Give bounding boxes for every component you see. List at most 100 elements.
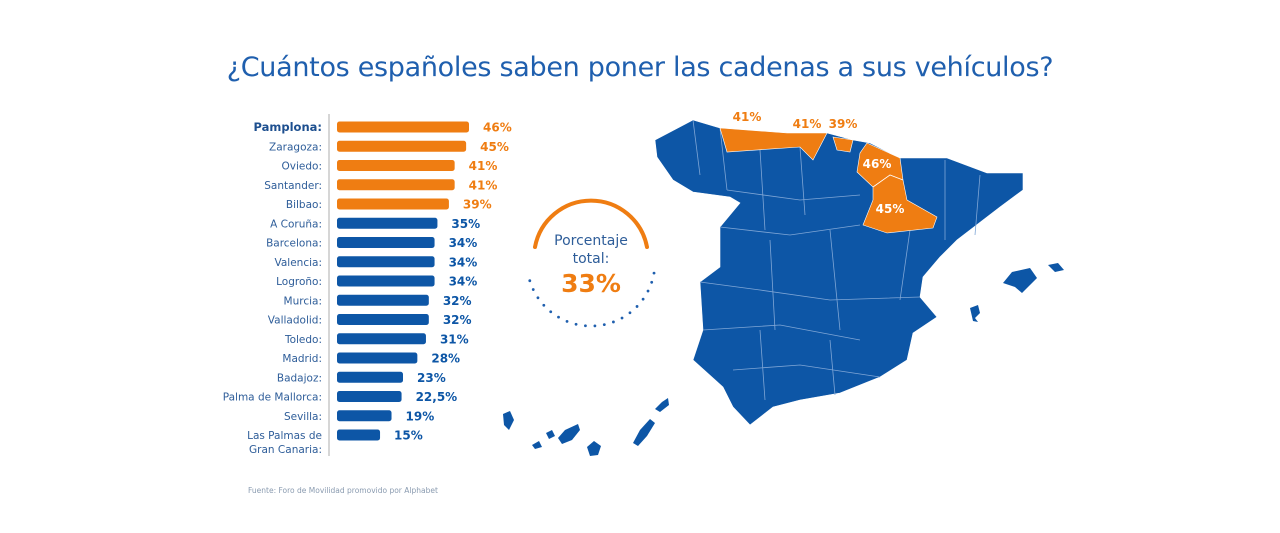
- island-tenerife: [558, 424, 580, 444]
- map-label-santander: 41%: [793, 117, 822, 131]
- category-label: Badajoz:: [277, 372, 322, 384]
- map-label-zaragoza: 45%: [876, 202, 905, 216]
- province-borders: [692, 119, 981, 401]
- category-label: Murcia:: [284, 295, 322, 307]
- category-label: Valladolid:: [268, 315, 322, 327]
- category-label: Palma de Mallorca:: [223, 392, 322, 404]
- bar-chart: 46% Pamplona: 45% Zaragoza: 41% Oviedo: 41% San…: [223, 120, 512, 456]
- bar: [337, 121, 469, 133]
- bar-value-label: 45%: [480, 140, 509, 154]
- island-lanzarote: [655, 398, 669, 412]
- bar-value-label: 23%: [417, 371, 446, 385]
- category-label: Sevilla:: [284, 411, 322, 423]
- gauge-dots: [528, 271, 656, 328]
- gauge-dot: [650, 280, 654, 284]
- bar-value-label: 19%: [406, 409, 435, 423]
- bar: [337, 237, 435, 248]
- bar: [337, 410, 392, 422]
- gauge-dot: [652, 271, 656, 275]
- bar-value-label: 31%: [440, 332, 469, 346]
- bar-value-label: 32%: [443, 294, 472, 308]
- island-la-palma: [503, 411, 514, 430]
- gauge-dot: [584, 324, 587, 328]
- bar: [337, 198, 449, 210]
- gauge-dot: [531, 288, 535, 291]
- category-label: Zaragoza:: [269, 141, 322, 153]
- bar-value-label: 46%: [483, 121, 512, 135]
- category-label: Santander:: [264, 180, 322, 192]
- bar: [337, 352, 418, 364]
- island-mallorca: [1003, 268, 1037, 293]
- gauge-dot: [620, 316, 624, 320]
- bar-value-label: 35%: [451, 217, 480, 231]
- bar-value-label: 15%: [394, 429, 423, 443]
- map-label-oviedo: 41%: [733, 110, 762, 124]
- map-label-pamplona: 46%: [863, 157, 892, 171]
- bar: [337, 391, 402, 402]
- island-el-hierro: [532, 441, 542, 449]
- category-label: Madrid:: [282, 353, 322, 365]
- bar-value-label: 28%: [431, 352, 460, 366]
- gauge-dot: [635, 305, 639, 308]
- total-label-line2: total:: [573, 251, 610, 267]
- gauge-dot: [593, 324, 597, 328]
- region-bilbao: [832, 136, 854, 153]
- island-gran-canaria: [587, 441, 601, 456]
- island-menorca: [1048, 263, 1064, 272]
- category-label: Las Palmas de Gran Canaria:: [247, 430, 322, 456]
- total-gauge: Porcentaje total: 33%: [528, 198, 656, 328]
- gauge-dot: [549, 310, 553, 314]
- category-label: Logroño:: [276, 276, 322, 288]
- gauge-dot: [542, 303, 546, 307]
- island-la-gomera: [546, 430, 555, 439]
- bar-value-label: 41%: [469, 159, 498, 173]
- island-ibiza: [970, 305, 980, 322]
- total-value: 33%: [561, 269, 621, 298]
- category-label: Barcelona:: [266, 238, 322, 250]
- category-label: Bilbao:: [286, 199, 322, 211]
- bar-value-label: 34%: [449, 255, 478, 269]
- gauge-dot: [565, 319, 569, 323]
- bar-value-label: 39%: [463, 198, 492, 212]
- bar-value-label: 34%: [449, 236, 478, 250]
- bar: [337, 429, 381, 441]
- gauge-dot: [641, 297, 645, 301]
- bar: [337, 275, 435, 287]
- bar: [337, 217, 438, 229]
- gauge-dot: [628, 311, 632, 315]
- gauge-dot: [574, 322, 578, 326]
- island-fuerteventura: [633, 419, 655, 446]
- bar-value-label: 22,5%: [416, 390, 458, 404]
- total-label-line1: Porcentaje: [554, 233, 628, 249]
- category-label: Valencia:: [275, 257, 323, 269]
- spain-map: 41% 41% 39% 46% 45%: [503, 110, 1064, 456]
- province-border-navarra: [872, 174, 904, 188]
- category-label: Toledo:: [284, 334, 322, 346]
- map-label-bilbao: 39%: [829, 117, 858, 131]
- page-title: ¿Cuántos españoles saben poner las caden…: [226, 52, 1054, 83]
- region-oviedo-santander: [719, 127, 828, 161]
- mainland-spain: [654, 119, 1024, 426]
- gauge-arc: [533, 198, 649, 249]
- gauge-dot: [646, 289, 650, 293]
- bar-value-label: 34%: [449, 275, 478, 289]
- bar: [337, 371, 403, 383]
- gauge-dot: [602, 323, 606, 327]
- gauge-dot: [557, 315, 560, 319]
- bar: [337, 256, 435, 268]
- bar: [337, 140, 467, 152]
- gauge-dot: [536, 296, 540, 300]
- category-label: Oviedo:: [282, 161, 322, 173]
- bar-value-label: 41%: [469, 178, 498, 192]
- category-label: A Coruña:: [270, 218, 322, 230]
- gauge-dot: [612, 320, 615, 324]
- bar: [337, 333, 426, 345]
- bar: [337, 294, 429, 306]
- bar: [337, 314, 429, 325]
- bar-value-label: 32%: [443, 313, 472, 327]
- source-note: Fuente: Foro de Movilidad promovido por …: [248, 486, 438, 495]
- gauge-dot: [528, 279, 532, 283]
- bar: [337, 160, 455, 171]
- category-label: Pamplona:: [254, 120, 322, 134]
